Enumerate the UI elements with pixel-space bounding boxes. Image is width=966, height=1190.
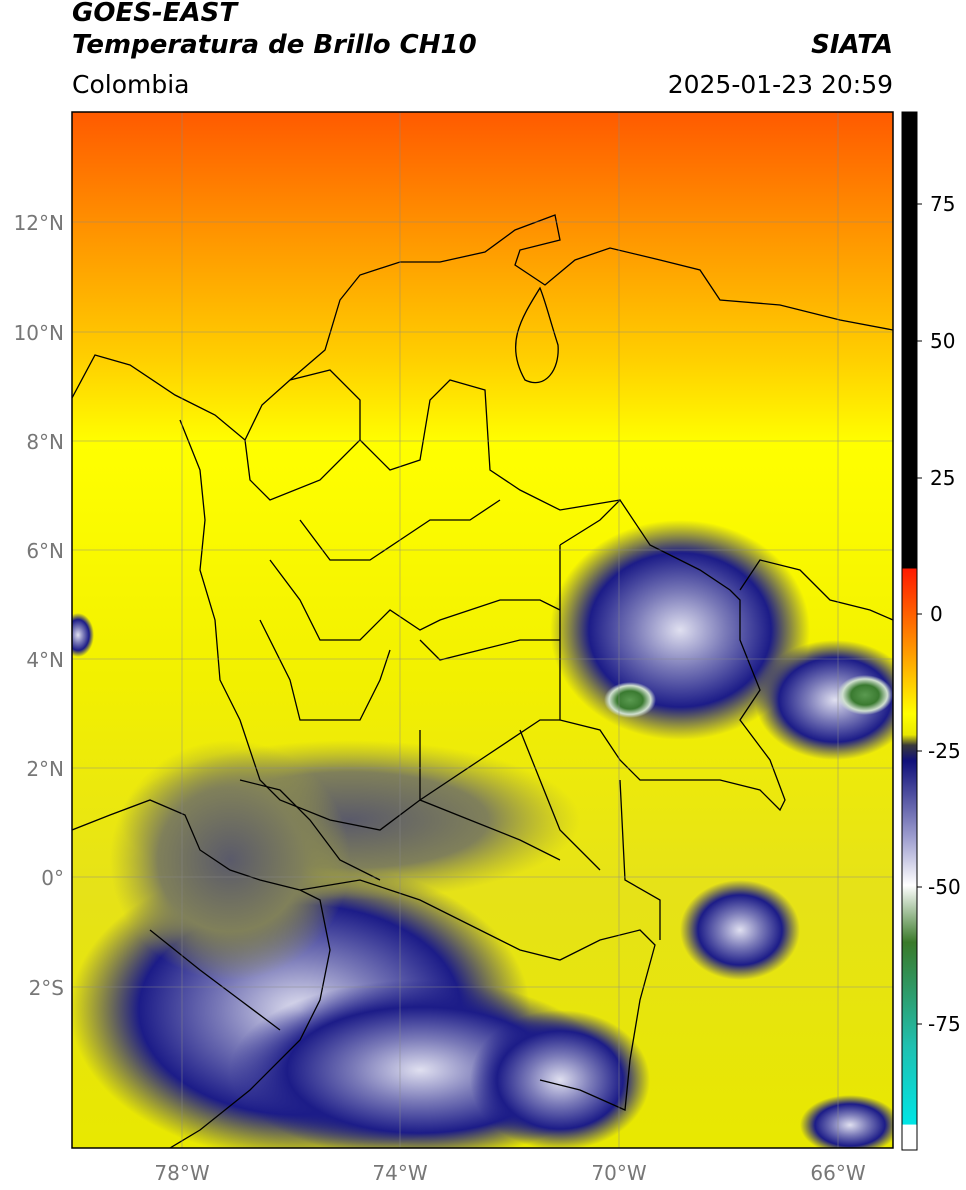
cloud-east-lower (680, 880, 800, 980)
colorbar-label-minus75: -75 (928, 1012, 961, 1036)
datetime-label: 2025-01-23 20:59 (667, 70, 893, 99)
colorbar: 75 50 25 0 -25 -50 -75 (901, 111, 961, 1151)
lon-label-74w: 74°W (372, 1161, 427, 1185)
lat-label-4n: 4°N (26, 648, 64, 672)
lat-label-6n: 6°N (26, 539, 64, 563)
coastline-borders (72, 214, 893, 1148)
longitude-labels: 78°W 74°W 70°W 66°W (154, 1161, 865, 1185)
lat-label-10n: 10°N (14, 321, 64, 345)
colorbar-label-minus50: -50 (928, 875, 961, 899)
lon-label-66w: 66°W (810, 1161, 865, 1185)
colorbar-ticks (917, 203, 922, 1025)
colorbar-gradient (901, 111, 918, 1151)
cloud-east-cluster (550, 520, 810, 740)
cloud-grey-west (110, 740, 350, 980)
brand-label: SIATA (811, 30, 893, 60)
cloud-east-right (755, 640, 893, 760)
colorbar-label-0: 0 (930, 602, 943, 626)
colorbar-label-minus25: -25 (928, 739, 961, 763)
lat-label-8n: 8°N (26, 430, 64, 454)
cloud-se-corner (800, 1095, 893, 1148)
latitude-labels: 12°N 10°N 8°N 6°N 4°N 2°N 0° 2°S (14, 211, 64, 1000)
colorbar-label-75: 75 (930, 192, 955, 216)
gridlines (72, 112, 893, 1148)
lat-label-2s: 2°S (29, 976, 64, 1000)
lon-label-78w: 78°W (154, 1161, 209, 1185)
colorbar-label-25: 25 (930, 466, 955, 490)
title-line2: Temperatura de Brillo CH10 (72, 30, 477, 60)
map-border (71, 111, 894, 1149)
cloud-core-green2 (837, 675, 893, 715)
lat-label-12n: 12°N (14, 211, 64, 235)
lon-label-70w: 70°W (591, 1161, 646, 1185)
lat-label-0: 0° (41, 866, 64, 890)
lat-label-2n: 2°N (26, 757, 64, 781)
title-line1: GOES-EAST (72, 0, 238, 28)
region-label: Colombia (72, 70, 190, 99)
colorbar-label-50: 50 (930, 329, 955, 353)
cloud-south-east (470, 1010, 650, 1148)
cloud-core-green1 (604, 682, 656, 718)
cloud-west-edge (72, 613, 94, 657)
